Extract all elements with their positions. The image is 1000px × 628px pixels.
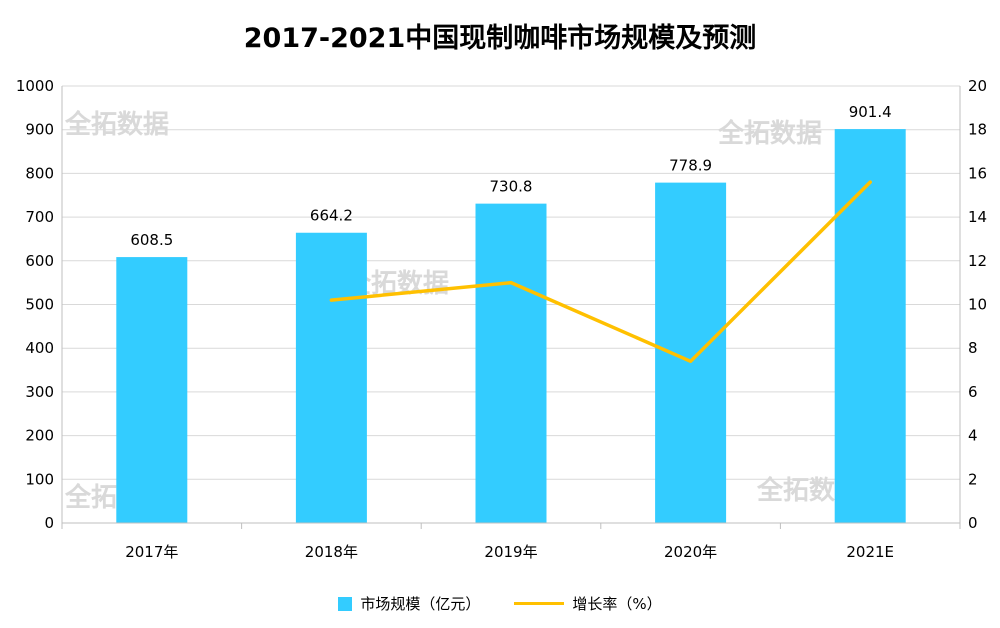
y-left-tick-label: 400 — [25, 339, 54, 357]
y-right-tick-label: 18 — [968, 121, 987, 139]
y-right-tick-label: 10 — [968, 296, 987, 314]
bar-data-label: 664.2 — [310, 207, 353, 225]
bar-data-label: 901.4 — [849, 103, 892, 121]
bar — [475, 203, 547, 524]
x-tick-label: 2017年 — [125, 543, 178, 561]
bar — [295, 232, 367, 523]
legend-label: 增长率（%） — [572, 595, 662, 613]
y-left-tick-label: 200 — [25, 427, 54, 445]
y-right-tick-label: 4 — [968, 427, 978, 445]
bar — [834, 129, 906, 523]
growth-point — [868, 180, 872, 184]
y-right-tick-label: 16 — [968, 164, 987, 182]
y-left-tick-label: 300 — [25, 383, 54, 401]
chart-title: 2017-2021中国现制咖啡市场规模及预测 — [243, 23, 757, 54]
legend-swatch-bar — [338, 596, 353, 611]
bar-data-label: 778.9 — [669, 157, 712, 175]
bar-series — [116, 129, 906, 524]
growth-point — [689, 359, 693, 363]
x-tick-label: 2020年 — [664, 543, 717, 561]
legend-swatch-line — [514, 602, 565, 605]
watermark: 全拓数据 — [717, 118, 822, 149]
legend-item-market-size: 市场规模（亿元） — [338, 593, 480, 614]
y-left-tick-label: 1000 — [16, 77, 54, 95]
y-right-tick-label: 12 — [968, 252, 987, 270]
y-left-tick-label: 900 — [25, 121, 54, 139]
y-left-tick-label: 700 — [25, 208, 54, 226]
line-series — [329, 180, 872, 364]
y-right-tick-label: 6 — [968, 383, 978, 401]
y-left-tick-label: 0 — [44, 514, 54, 532]
growth-line — [329, 180, 872, 364]
legend: 市场规模（亿元） 增长率（%） — [0, 593, 1000, 614]
y-right-tick-label: 14 — [968, 208, 987, 226]
y-left-tick-label: 500 — [25, 296, 54, 314]
bar — [116, 257, 188, 523]
growth-point — [329, 298, 333, 302]
y-left-tick-label: 800 — [25, 164, 54, 182]
watermark: 全拓数据 — [64, 109, 169, 140]
y-right-tick-label: 0 — [968, 514, 978, 532]
chart: 全拓数据全拓数据全拓数据全拓数据全拓数据 608.5664.2730.8778.… — [16, 77, 987, 561]
bar-data-label: 608.5 — [130, 231, 173, 249]
y-left-tick-label: 100 — [25, 470, 54, 488]
x-tick-label: 2019年 — [484, 543, 537, 561]
legend-item-growth-rate: 增长率（%） — [514, 593, 662, 614]
left-y-axis: 0 100 200 300 400 500 600 700 800 900 1000 — [16, 77, 63, 532]
y-right-tick-label: 2 — [968, 470, 978, 488]
x-axis: 2017年 2018年 2019年 2020年 2021E — [61, 522, 961, 561]
y-right-tick-label: 8 — [968, 339, 978, 357]
bar-data-label: 730.8 — [490, 178, 533, 196]
bar — [655, 182, 727, 523]
x-tick-label: 2021E — [846, 543, 894, 561]
x-tick-label: 2018年 — [305, 543, 358, 561]
data-labels: 608.5 664.2 730.8 778.9 901.4 — [130, 103, 891, 249]
y-left-tick-label: 600 — [25, 252, 54, 270]
legend-label: 市场规模（亿元） — [360, 595, 481, 613]
growth-point — [509, 281, 513, 285]
right-y-axis: 0 2 4 6 8 10 12 14 16 18 20 — [959, 77, 987, 532]
y-right-tick-label: 20 — [968, 77, 987, 95]
